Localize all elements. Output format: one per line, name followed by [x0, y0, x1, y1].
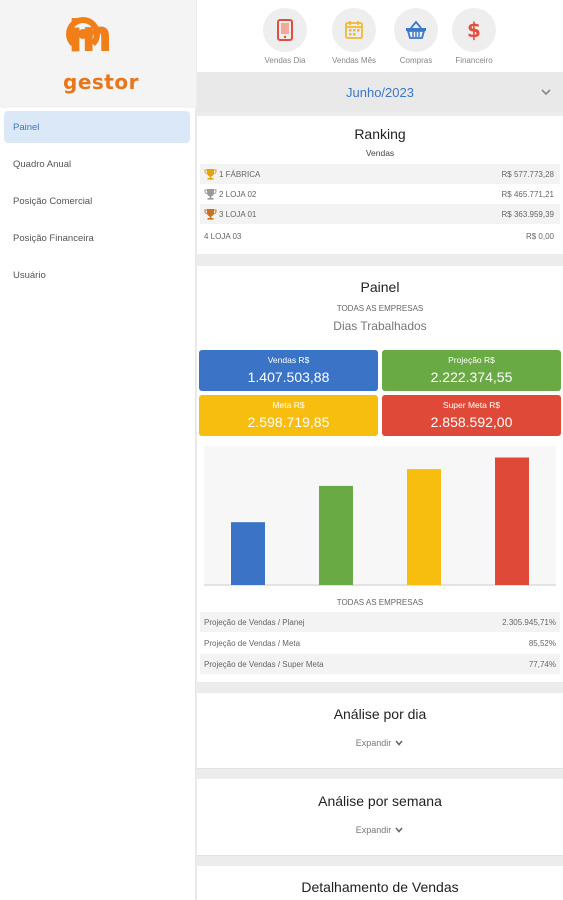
kpi-projecao: Projeção R$ 2.222.374,55 [382, 350, 561, 391]
ranking-row: 3 LOJA 01 R$ 363.959,39 [200, 204, 560, 224]
sidebar-item-usuario[interactable]: Usuário [4, 259, 190, 291]
sidebar-item-label: Painel [13, 121, 40, 133]
sidebar-item-quadro-anual[interactable]: Quadro Anual [4, 148, 190, 180]
analise-dia-title: Análise por dia [333, 706, 427, 722]
gold-trophy-icon [204, 169, 217, 180]
month-selector[interactable]: Junho/2023 [197, 72, 563, 112]
tab-label: Vendas Mês [331, 56, 377, 65]
kpi-label: Vendas R$ [267, 355, 310, 365]
ranking-subtitle: Vendas [365, 148, 395, 158]
chevron-down-icon [541, 89, 551, 96]
ranking-row: 1 FÁBRICA R$ 577.773,28 [200, 164, 560, 184]
stat-value: 85,52% [528, 638, 556, 648]
sidebar-item-label: Usuário [13, 269, 46, 281]
kpi-label: Projeção R$ [448, 355, 495, 365]
detalhamento-title: Detalhamento de Vendas [301, 879, 459, 895]
kpi-value: 1.407.503,88 [247, 369, 330, 385]
ranking-name: 3 LOJA 01 [219, 209, 257, 219]
painel-scope: TODAS AS EMPRESAS [336, 304, 424, 313]
logo-in-text: in [68, 11, 112, 62]
ranking-value: R$ 0,00 [525, 231, 554, 241]
tab-vendas-mes[interactable]: Vendas Mês [326, 8, 382, 65]
stat-row: Projeção de Vendas / Planej 2.305.945,71… [200, 612, 560, 632]
bar-4 [495, 457, 529, 585]
sidebar: in gestor Painel Quadro Anual Posição Co… [0, 0, 196, 900]
analise-dia-card: Análise por dia Expandir [197, 693, 563, 769]
kpi-value: 2.858.592,00 [430, 414, 513, 430]
painel-subtitle: Dias Trabalhados [333, 319, 427, 333]
bar-3 [407, 469, 441, 585]
phone-icon [263, 8, 307, 52]
ranking-card: Ranking Vendas 1 FÁBRICA R$ 577.773,28 2… [197, 116, 563, 254]
top-tabs: Vendas Dia Vendas Mês Compras $ Financei… [197, 0, 563, 72]
kpi-super-meta: Super Meta R$ 2.858.592,00 [382, 395, 561, 436]
sidebar-item-posicao-comercial[interactable]: Posição Comercial [4, 185, 190, 217]
kpi-vendas: Vendas R$ 1.407.503,88 [199, 350, 378, 391]
tab-label: Financeiro [455, 56, 493, 65]
detalhamento-card: Detalhamento de Vendas [197, 866, 563, 900]
kpi-value: 2.222.374,55 [430, 369, 513, 385]
kpi-value: 2.598.719,85 [247, 414, 330, 430]
month-label: Junho/2023 [346, 84, 414, 100]
kpi-label: Super Meta R$ [442, 400, 501, 410]
sidebar-item-posicao-financeira[interactable]: Posição Financeira [4, 222, 190, 254]
bronze-trophy-icon [204, 209, 217, 220]
expand-label: Expandir [355, 738, 392, 748]
sidebar-item-label: Posição Comercial [13, 195, 93, 207]
kpi-label: Meta R$ [272, 400, 305, 410]
bar-2 [319, 485, 353, 585]
tab-compras[interactable]: Compras [388, 8, 444, 65]
kpi-meta: Meta R$ 2.598.719,85 [199, 395, 378, 436]
expand-label: Expandir [355, 825, 392, 835]
logo-gestor-text: gestor [63, 70, 139, 94]
analise-semana-expand-button[interactable]: Expandir [197, 825, 563, 835]
analise-semana-title: Análise por semana [318, 793, 442, 809]
logo: in gestor [0, 0, 196, 108]
stat-label: Projeção de Vendas / Planej [204, 617, 305, 627]
ranking-row: 2 LOJA 02 R$ 465.771,21 [200, 184, 560, 204]
ranking-value: R$ 363.959,39 [501, 209, 555, 219]
tab-financeiro[interactable]: $ Financeiro [446, 8, 502, 65]
sidebar-item-label: Posição Financeira [13, 232, 94, 244]
stat-label: Projeção de Vendas / Meta [204, 638, 301, 648]
stat-value: 77,74% [528, 659, 556, 669]
ranking-value: R$ 465.771,21 [501, 189, 555, 199]
logo-arc-icon [66, 17, 100, 51]
ranking-name: 1 FÁBRICA [219, 169, 261, 179]
ranking-title: Ranking [354, 126, 406, 142]
calendar-icon [332, 8, 376, 52]
stat-value: 2.305.945,71% [502, 617, 556, 627]
ranking-row: 4 LOJA 03 R$ 0,00 [200, 226, 560, 246]
logo-dot-icon [78, 29, 88, 39]
basket-icon [394, 8, 438, 52]
tab-vendas-dia[interactable]: Vendas Dia [257, 8, 313, 65]
chevron-down-icon [395, 827, 403, 833]
tab-label: Vendas Dia [264, 56, 306, 65]
painel-card: Painel TODAS AS EMPRESAS Dias Trabalhado… [197, 266, 563, 682]
stat-row: Projeção de Vendas / Super Meta 77,74% [200, 654, 560, 674]
stat-label: Projeção de Vendas / Super Meta [204, 659, 324, 669]
stat-row: Projeção de Vendas / Meta 85,52% [200, 633, 560, 653]
ranking-name: 4 LOJA 03 [204, 231, 242, 241]
silver-trophy-icon [204, 189, 217, 200]
dollar-icon: $ [452, 8, 496, 52]
tab-label: Compras [399, 56, 433, 65]
kpi-bar-chart [204, 446, 556, 586]
analise-semana-card: Análise por semana Expandir [197, 779, 563, 856]
sidebar-nav: Painel Quadro Anual Posição Comercial Po… [4, 111, 190, 296]
chevron-down-icon [395, 740, 403, 746]
analise-dia-expand-button[interactable]: Expandir [197, 738, 563, 748]
ranking-name: 2 LOJA 02 [219, 189, 257, 199]
stats-scope: TODAS AS EMPRESAS [336, 598, 424, 607]
sidebar-item-painel[interactable]: Painel [4, 111, 190, 143]
bar-1 [231, 522, 265, 585]
ranking-value: R$ 577.773,28 [501, 169, 555, 179]
painel-title: Painel [360, 279, 400, 295]
sidebar-item-label: Quadro Anual [13, 158, 72, 170]
